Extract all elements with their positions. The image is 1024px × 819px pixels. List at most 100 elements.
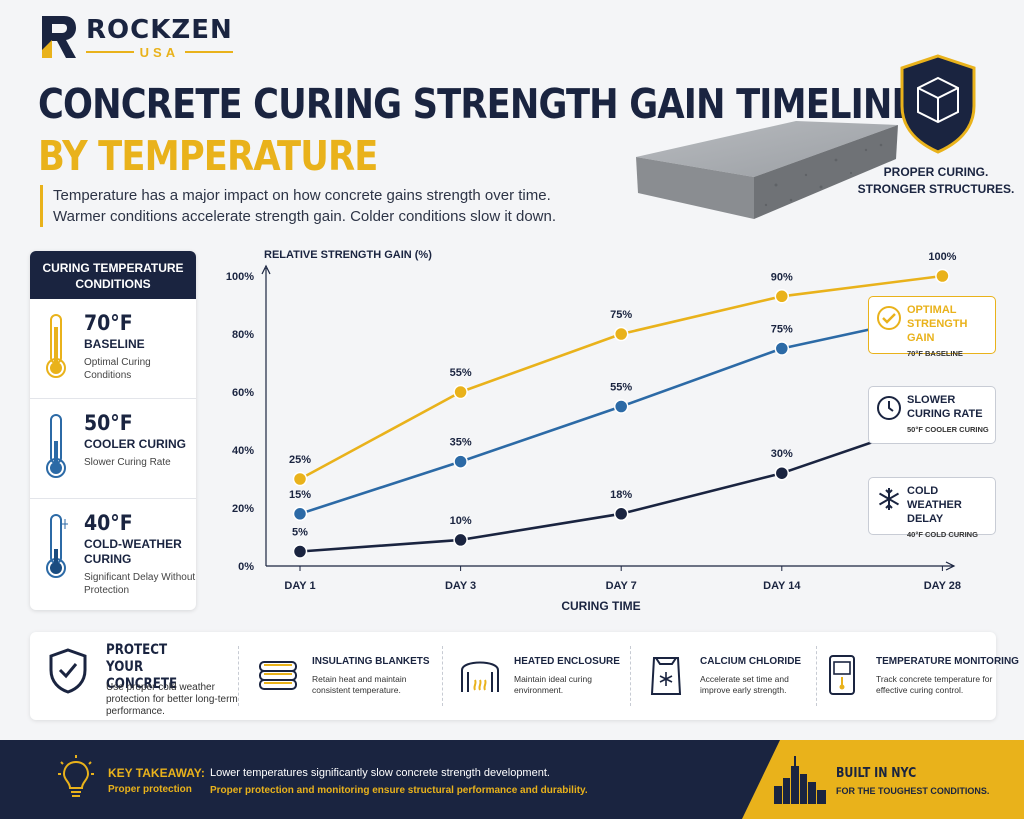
data-label: 55% xyxy=(610,382,632,394)
y-tick-label: 100% xyxy=(226,271,254,283)
blankets-icon xyxy=(259,661,297,690)
data-label: 30% xyxy=(771,448,793,460)
built-sub: FOR THE TOUGHEST CONDITIONS. xyxy=(836,786,990,796)
badge-caption: PROPER CURING. STRONGER STRUCTURES. xyxy=(856,164,1016,198)
y-tick-label: 20% xyxy=(232,503,254,515)
data-point xyxy=(453,384,468,400)
y-axis-arrow xyxy=(261,264,271,275)
page-title: CONCRETE CURING STRENGTH GAIN TIMELINE xyxy=(38,80,916,128)
curing-conditions-panel: CURING TEMPERATURE CONDITIONS 70°F BASEL… xyxy=(30,251,196,610)
x-tick-label: DAY 7 xyxy=(606,580,637,592)
data-point xyxy=(453,532,468,548)
data-label: 35% xyxy=(450,437,472,449)
footer-banner: KEY TAKEAWAY: Proper protection Lower te… xyxy=(0,740,1024,819)
thermometer-icon xyxy=(46,314,66,378)
data-label: 90% xyxy=(771,271,793,283)
takeaway-label: KEY TAKEAWAY: xyxy=(108,766,205,780)
y-tick-label: 0% xyxy=(238,561,254,573)
badge-line-1: PROPER CURING. xyxy=(883,165,989,179)
condition-temp: 50°F xyxy=(84,411,133,435)
x-axis-title: CURING TIME xyxy=(561,599,640,613)
protect-title-text: PROTECT YOUR CONCRETE xyxy=(106,642,178,692)
page-title-accent: BY TEMPERATURE xyxy=(38,132,378,180)
x-tick-label: DAY 28 xyxy=(924,580,961,592)
data-point xyxy=(774,341,790,356)
y-tick-label: 60% xyxy=(232,387,254,399)
legend-title: OPTIMAL STRENGTH GAIN xyxy=(907,304,968,344)
legend-title: COLD WEATHER DELAY xyxy=(907,485,962,525)
series-line-0 xyxy=(299,274,943,481)
data-label: 55% xyxy=(450,367,472,379)
temperature-monitor-icon xyxy=(829,655,855,695)
city-skyline-icon xyxy=(774,756,826,804)
data-label: 100% xyxy=(928,251,956,263)
data-point xyxy=(613,399,629,414)
tip-title: INSULATING BLANKETS xyxy=(312,656,430,667)
y-tick-label: 80% xyxy=(232,329,254,341)
badge-line-2: STRONGER STRUCTURES. xyxy=(857,182,1015,196)
legend-sub: 50°F COOLER CURING xyxy=(907,425,989,434)
x-axis-arrow xyxy=(945,561,956,571)
data-point xyxy=(613,506,629,522)
built-title: BUILT IN NYC xyxy=(836,766,917,781)
condition-50f: 50°F COOLER CURING Slower Curing Rate xyxy=(30,399,196,499)
legend-slower: SLOWER CURING RATE 50°F COOLER CURING xyxy=(868,386,996,444)
data-point xyxy=(613,326,629,342)
divider xyxy=(630,646,631,706)
rockzen-logo-icon xyxy=(42,16,76,58)
concrete-slab-image xyxy=(636,121,898,219)
condition-desc: Significant Delay Without Protection xyxy=(84,572,196,596)
intro-text: Temperature has a major impact on how co… xyxy=(40,185,556,227)
x-tick-label: DAY 1 xyxy=(284,580,315,592)
data-label: 10% xyxy=(450,515,472,527)
brand-name: ROCKZEN xyxy=(86,14,233,45)
legend-sub: 70°F BASELINE xyxy=(907,349,963,358)
tip-desc: Retain heat and maintain consistent temp… xyxy=(312,674,407,695)
legend-title: SLOWER CURING RATE xyxy=(907,394,983,420)
condition-70f: 70°F BASELINE Optimal Curing Conditions xyxy=(30,299,196,399)
tip-desc: Maintain ideal curing environment. xyxy=(514,674,592,695)
data-label: 25% xyxy=(289,454,311,466)
condition-desc: Slower Curing Rate xyxy=(84,457,171,468)
brand-logo: ROCKZEN USA xyxy=(40,14,233,60)
data-point xyxy=(292,544,308,559)
tip-title: CALCIUM CHLORIDE xyxy=(700,656,802,667)
condition-temp: 40°F xyxy=(84,511,133,535)
protect-title: PROTECT YOUR CONCRETE xyxy=(106,642,206,693)
condition-desc: Optimal Curing Conditions xyxy=(84,357,151,381)
intro-line-2: Warmer conditions accelerate strength ga… xyxy=(53,208,557,225)
legend-cold: COLD WEATHER DELAY 40°F COLD CURING xyxy=(868,477,996,539)
chemical-bag-icon xyxy=(650,657,682,695)
divider xyxy=(442,646,443,706)
snowflake-icon xyxy=(878,488,900,510)
data-point xyxy=(292,506,308,522)
takeaway-sub: Proper protection xyxy=(108,784,192,795)
legend-sub: 40°F COLD CURING xyxy=(907,530,978,539)
data-point xyxy=(935,268,950,284)
clock-icon xyxy=(877,396,901,420)
x-tick-label: DAY 14 xyxy=(763,580,801,592)
data-point xyxy=(774,289,790,304)
cube-blueprint-icon xyxy=(900,54,976,154)
x-tick-label: DAY 3 xyxy=(445,580,476,592)
tip-title: HEATED ENCLOSURE xyxy=(514,656,620,667)
lightbulb-icon xyxy=(58,755,94,797)
data-label: 75% xyxy=(771,324,793,336)
data-label: 15% xyxy=(289,489,311,501)
tip-desc: Track concrete temperature for effective… xyxy=(876,674,993,695)
condition-40f: 40°F COLD-WEATHER CURING Significant Del… xyxy=(30,499,196,599)
conditions-heading: CURING TEMPERATURE CONDITIONS xyxy=(30,251,196,299)
takeaway-text: Lower temperatures significantly slow co… xyxy=(210,767,550,779)
shield-check-icon xyxy=(49,648,87,694)
takeaway-text-2: Proper protection and monitoring ensure … xyxy=(210,785,588,796)
series-line-2 xyxy=(299,416,943,553)
data-label: 18% xyxy=(610,489,632,501)
condition-label: COOLER CURING xyxy=(84,437,186,451)
strength-gain-chart: 0% 20% 40% 60% 80% 100% DAY 1 DAY 3 DAY 7 DAY 14 D… xyxy=(226,251,961,613)
check-circle-icon xyxy=(877,306,901,330)
legend-optimal: OPTIMAL STRENGTH GAIN 70°F BASELINE xyxy=(868,296,996,358)
brand-sub: USA xyxy=(86,45,233,60)
data-point xyxy=(453,454,468,469)
condition-label: BASELINE xyxy=(84,337,145,351)
condition-label: COLD-WEATHER CURING xyxy=(84,537,182,566)
